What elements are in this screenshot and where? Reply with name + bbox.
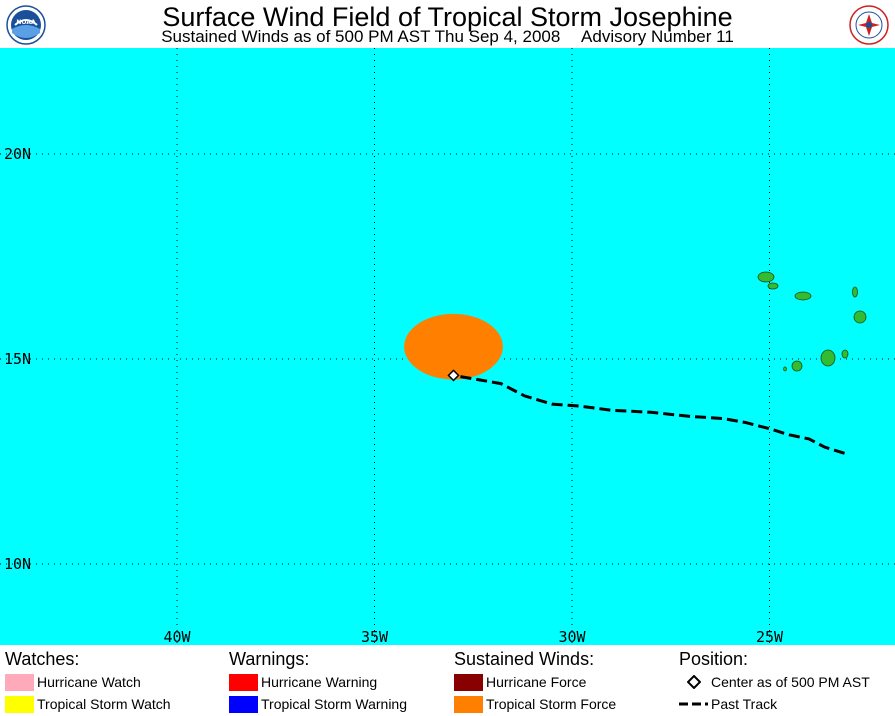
hurricane-force-swatch — [454, 673, 483, 691]
legend-item-tropical-storm-watch: Tropical Storm Watch — [5, 693, 171, 715]
map-legend: Watches: Hurricane Watch Tropical Storm … — [0, 645, 895, 716]
island — [853, 310, 867, 324]
legend-item-past-track: Past Track — [679, 693, 870, 715]
island — [794, 291, 812, 301]
legend-position: Position: Center as of 500 PM AST Past T… — [679, 649, 870, 715]
legend-item-tropical-storm-force: Tropical Storm Force — [454, 693, 616, 715]
nws-logo-icon — [849, 5, 889, 45]
island — [820, 349, 836, 367]
legend-heading: Position: — [679, 649, 749, 669]
grid-labels: 40W 35W 30W 25W 20N 15N 10N — [4, 145, 784, 645]
tropical-storm-force-swatch — [454, 695, 483, 713]
island — [841, 349, 849, 359]
legend-label: Tropical Storm Warning — [261, 696, 408, 712]
advisory-number: Advisory Number 11 — [581, 27, 734, 46]
storm-center-marker — [447, 369, 460, 382]
island — [757, 271, 775, 283]
legend-item-hurricane-warning: Hurricane Warning — [229, 671, 407, 693]
legend-item-tropical-storm-warning: Tropical Storm Warning — [229, 693, 407, 715]
noaa-logo-icon: NOAA — [6, 5, 46, 45]
island-landmasses — [757, 271, 867, 372]
tropical-storm-force-wind-field — [404, 313, 503, 380]
hurricane-watch-swatch — [5, 673, 34, 691]
legend-heading: Sustained Winds: — [454, 649, 595, 669]
legend-item-hurricane-force: Hurricane Force — [454, 671, 616, 693]
longitude-label: 25W — [756, 628, 784, 645]
latitude-label: 20N — [4, 145, 31, 163]
island — [767, 282, 779, 290]
longitude-label: 40W — [163, 628, 191, 645]
legend-item-hurricane-watch: Hurricane Watch — [5, 671, 171, 693]
past-track-dash-icon — [679, 696, 708, 713]
legend-label: Hurricane Warning — [261, 674, 378, 690]
longitude-label: 35W — [361, 628, 389, 645]
legend-watches: Watches: Hurricane Watch Tropical Storm … — [5, 649, 171, 715]
legend-heading: Warnings: — [229, 649, 310, 669]
map-title: Surface Wind Field of Tropical Storm Jos… — [162, 2, 733, 32]
legend-label: Past Track — [711, 696, 778, 712]
map-subtitle: Sustained Winds as of 500 PM AST Thu Sep… — [0, 27, 895, 47]
island — [791, 360, 803, 372]
legend-label: Center as of 500 PM AST — [711, 674, 870, 690]
advisory-time: Sustained Winds as of 500 PM AST Thu Sep… — [161, 27, 561, 46]
legend-label: Hurricane Watch — [37, 674, 141, 690]
island — [783, 366, 787, 372]
legend-warnings: Warnings: Hurricane Warning Tropical Sto… — [229, 649, 407, 715]
legend-label: Tropical Storm Watch — [37, 696, 171, 712]
latitude-label: 15N — [4, 350, 31, 368]
longitude-label: 30W — [558, 628, 586, 645]
tropical-storm-watch-swatch — [5, 695, 34, 713]
legend-item-center: Center as of 500 PM AST — [679, 671, 870, 693]
legend-sustained-winds: Sustained Winds: Hurricane Force Tropica… — [454, 649, 616, 715]
legend-label: Hurricane Force — [486, 674, 587, 690]
past-track-line — [453, 373, 845, 455]
latitude-label: 10N — [4, 555, 31, 573]
svg-text:NOAA: NOAA — [16, 19, 36, 26]
legend-label: Tropical Storm Force — [486, 696, 617, 712]
hurricane-warning-swatch — [229, 673, 258, 691]
tropical-storm-warning-swatch — [229, 695, 258, 713]
legend-heading: Watches: — [5, 649, 80, 669]
island — [852, 286, 858, 298]
wind-field-map: 40W 35W 30W 25W 20N 15N 10N — [0, 48, 895, 645]
center-diamond-icon — [679, 674, 708, 691]
